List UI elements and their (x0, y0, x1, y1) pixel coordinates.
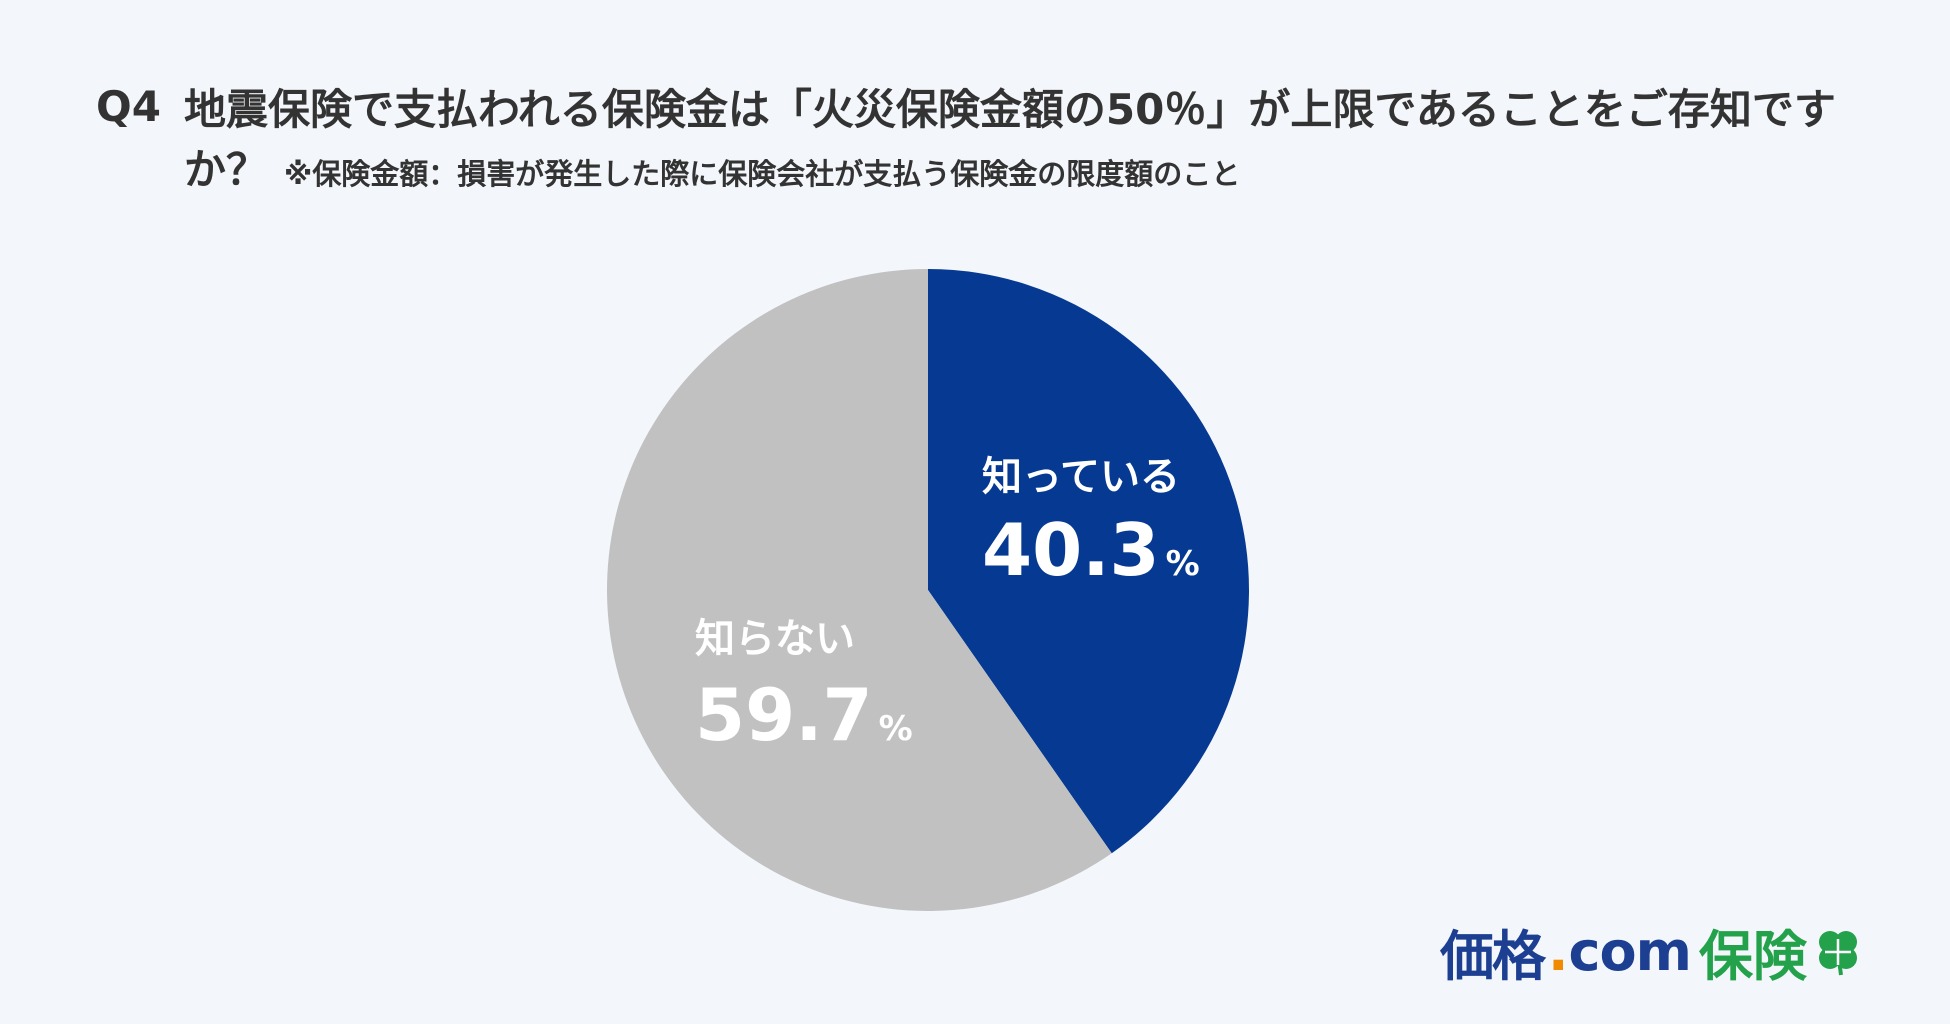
pie-slice-0 (928, 269, 1249, 854)
question-number: Q4 (96, 82, 161, 131)
clover-icon (1818, 930, 1857, 975)
logo-hoken-text: 保険 (1698, 925, 1807, 988)
pie-slice-1 (606, 269, 1112, 911)
question-title: 地震保険で支払われる保険金は「火災保険金額の50％」が上限であることをご存知です… (184, 80, 1864, 204)
slice-label-1: 知らない (695, 616, 855, 662)
kakaku-com-hoken-logo: 価格 . com 保険 (1440, 912, 1865, 991)
slice-label-0: 知っている (982, 454, 1180, 500)
logo-kakaku-text: 価格 (1440, 925, 1546, 988)
question-text: 地震保険で支払われる保険金は「火災保険金額の50％」が上限であることをご存知です… (184, 85, 1836, 194)
logo-com-text: com (1568, 920, 1692, 983)
slice-value-0: 40.3% (982, 508, 1200, 592)
question-note: ※保険金額：損害が発生した際に保険会社が支払う保険金の限度額のこと (284, 157, 1241, 191)
slice-value-1: 59.7% (695, 673, 913, 757)
logo-dot-text: . (1548, 920, 1569, 983)
